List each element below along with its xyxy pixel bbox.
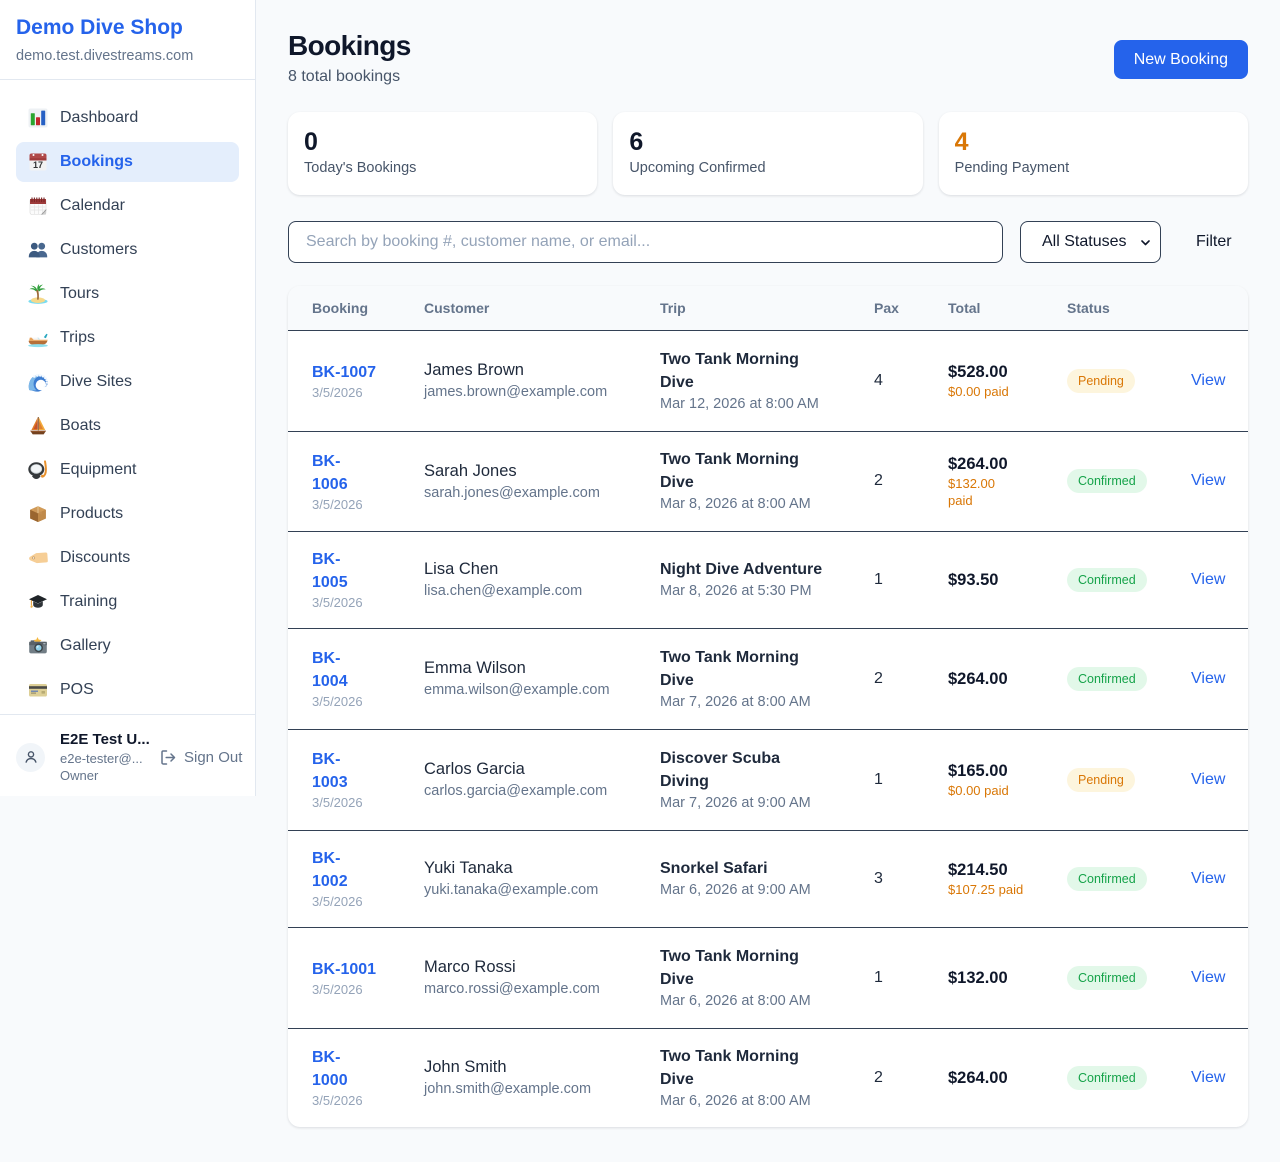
svg-text:17: 17	[33, 160, 43, 170]
